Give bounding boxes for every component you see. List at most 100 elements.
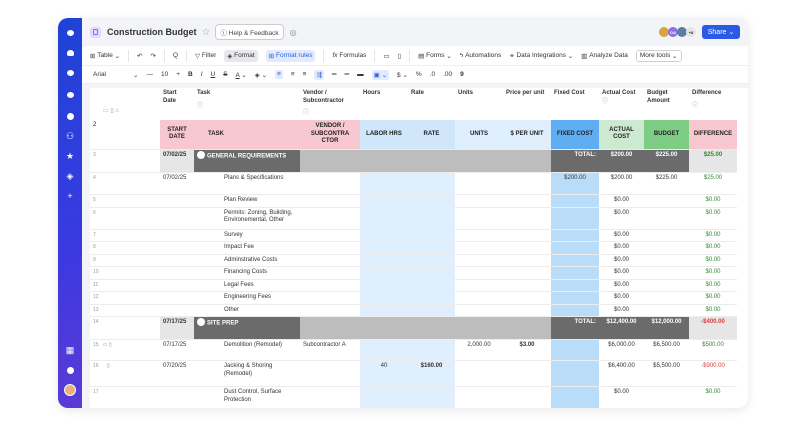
cell[interactable]: $25.00 xyxy=(689,172,737,195)
cell[interactable] xyxy=(360,291,408,305)
cell[interactable]: Financing Costs xyxy=(194,266,300,280)
cell[interactable] xyxy=(455,386,503,408)
cell[interactable] xyxy=(160,229,194,242)
formulas-button[interactable]: fx Formulas xyxy=(332,52,367,59)
user-avatar[interactable] xyxy=(64,384,76,396)
collaborator-avatar[interactable]: OA xyxy=(668,27,678,37)
cell[interactable] xyxy=(455,304,503,317)
collaborator-avatar[interactable] xyxy=(677,27,687,37)
cell[interactable] xyxy=(455,172,503,195)
increase-decimal-button[interactable]: .00 xyxy=(443,71,453,78)
cell[interactable] xyxy=(644,241,689,255)
cell[interactable] xyxy=(360,254,408,267)
cell[interactable] xyxy=(160,279,194,292)
data-integrations-dropdown[interactable]: ⚭ Data Integrations ⌄ xyxy=(509,52,574,60)
comment-icon[interactable]: ▭ xyxy=(383,52,390,60)
cell[interactable]: $0.00 xyxy=(689,279,737,292)
cell[interactable] xyxy=(360,241,408,255)
column-header-budget-amount[interactable]: Budget Amount xyxy=(644,88,689,120)
text-color-button[interactable]: A ⌄ xyxy=(235,71,247,79)
comment-and-attachment-icons[interactable]: ▭ ▯ xyxy=(102,342,112,348)
column-header-price-per-unit[interactable]: Price per unit xyxy=(503,88,551,120)
cell[interactable] xyxy=(455,291,503,305)
chat-icon[interactable] xyxy=(65,90,75,100)
cell[interactable] xyxy=(503,316,551,340)
cell[interactable] xyxy=(300,279,360,292)
cell[interactable] xyxy=(160,291,194,305)
cell[interactable] xyxy=(408,386,455,408)
row-number[interactable]: 8 xyxy=(90,241,160,255)
cell[interactable]: $0.00 xyxy=(599,279,644,292)
attachment-icon[interactable]: ▯ xyxy=(106,363,110,369)
collapse-toggle-icon[interactable] xyxy=(197,318,205,326)
forms-dropdown[interactable]: ▤ Forms ⌄ xyxy=(418,52,452,60)
cell[interactable]: $3.00 xyxy=(503,339,551,361)
column-header-units[interactable]: Units xyxy=(455,88,503,120)
cell[interactable]: $0.00 xyxy=(599,194,644,208)
cell[interactable]: $ PER UNIT xyxy=(503,119,551,150)
cell[interactable] xyxy=(408,316,455,340)
column-header-vendor[interactable]: Vendor / Subcontractor ⓘ xyxy=(300,88,360,120)
cell[interactable] xyxy=(503,149,551,173)
cell[interactable] xyxy=(551,207,599,230)
cell[interactable]: TOTAL: xyxy=(551,149,599,173)
cell[interactable]: START DATE xyxy=(160,119,194,150)
undo-button[interactable]: ↶ xyxy=(137,52,143,60)
star-icon[interactable]: ★ xyxy=(65,150,75,161)
cell-format-dropdown[interactable]: ▣ ⌄ xyxy=(371,69,390,80)
cell[interactable]: Dust Control, Surface Protection xyxy=(194,386,300,408)
info-icon[interactable]: ⓘ xyxy=(602,98,609,105)
cell[interactable]: -$400.00 xyxy=(689,316,737,340)
cell[interactable] xyxy=(160,266,194,280)
cell[interactable] xyxy=(408,149,455,173)
collaborator-avatar[interactable] xyxy=(659,27,669,37)
cell[interactable] xyxy=(360,229,408,242)
cell[interactable]: 07/02/25 xyxy=(160,172,194,195)
valign-middle-button[interactable]: ═ xyxy=(344,71,350,78)
cell[interactable] xyxy=(300,207,360,230)
cell[interactable]: $0.00 xyxy=(599,241,644,255)
cell[interactable] xyxy=(408,241,455,255)
filter-button[interactable]: ▽ Filter xyxy=(195,52,217,60)
cell[interactable]: Demolition (Remodel) xyxy=(194,339,300,361)
cell[interactable] xyxy=(455,207,503,230)
row-number[interactable]: 14 xyxy=(90,316,160,340)
info-icon[interactable]: ⓘ xyxy=(197,102,204,109)
row-number[interactable]: 9 xyxy=(90,254,160,267)
cell[interactable]: -$900.00 xyxy=(689,360,737,387)
collaborator-avatars[interactable]: OA +8 xyxy=(659,27,696,37)
row-number[interactable]: 6 xyxy=(90,207,160,230)
format-button[interactable]: ◈ Format xyxy=(224,49,258,62)
decrease-decimal-button[interactable]: .0 xyxy=(429,71,436,78)
analyze-data-button[interactable]: ▥ Analyze Data xyxy=(581,52,628,60)
cell[interactable] xyxy=(300,304,360,317)
cell[interactable]: $0.00 xyxy=(689,386,737,408)
cell[interactable]: 2,000.00 xyxy=(455,339,503,361)
cell[interactable]: $0.00 xyxy=(689,241,737,255)
cell[interactable]: $6,000.00 xyxy=(599,339,644,361)
cell[interactable] xyxy=(551,386,599,408)
cell[interactable] xyxy=(300,291,360,305)
italic-button[interactable]: I xyxy=(200,71,203,78)
cell[interactable] xyxy=(360,266,408,280)
cell[interactable]: $0.00 xyxy=(689,207,737,230)
increase-font-button[interactable]: + xyxy=(176,71,180,78)
column-header-start-date[interactable]: Start Date xyxy=(160,88,194,120)
cell[interactable]: $500.00 xyxy=(689,339,737,361)
cell[interactable] xyxy=(455,279,503,292)
cell[interactable] xyxy=(455,149,503,173)
thousands-separator-button[interactable]: 9 xyxy=(460,71,464,78)
cell[interactable] xyxy=(360,207,408,230)
favorite-star-icon[interactable]: ☆ xyxy=(201,26,211,38)
cell[interactable] xyxy=(160,194,194,208)
cell[interactable] xyxy=(644,291,689,305)
search-icon[interactable] xyxy=(65,68,75,78)
column-header-fixed-cost[interactable]: Fixed Cost xyxy=(551,88,599,120)
align-left-button[interactable]: ≡ xyxy=(275,70,283,79)
help-feedback-button[interactable]: ⓘ Help & Feedback xyxy=(215,24,284,40)
search-button[interactable]: Q xyxy=(172,52,179,59)
cell[interactable] xyxy=(644,266,689,280)
cell[interactable] xyxy=(160,241,194,255)
cell[interactable] xyxy=(455,194,503,208)
cell[interactable] xyxy=(503,229,551,242)
